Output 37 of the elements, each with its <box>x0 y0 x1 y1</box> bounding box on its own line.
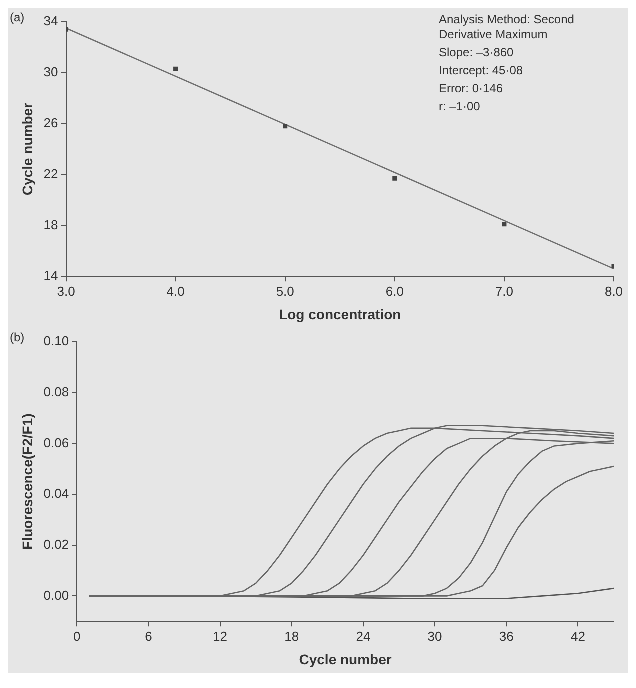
annotation: Slope: –3·860 <box>439 45 514 60</box>
x-tick-label: 6 <box>145 628 152 644</box>
x-tick-label: 36 <box>499 628 514 644</box>
x-tick-label: 30 <box>428 628 442 644</box>
y-tick-label: 22 <box>44 166 58 182</box>
y-tick-label: 0.02 <box>44 536 70 552</box>
y-tick-label: 0.08 <box>44 384 70 400</box>
y-tick-label: 26 <box>44 115 58 130</box>
annotation: Analysis Method: Second Derivative Maximum <box>439 12 574 42</box>
x-tick-label: 7.0 <box>495 284 514 299</box>
y-tick-label: 0.10 <box>44 334 70 349</box>
x-tick-label: 0 <box>73 628 81 644</box>
x-tick-label: 24 <box>356 628 371 644</box>
x-tick-label: 3.0 <box>57 284 76 299</box>
annotation: r: –1·00 <box>439 99 481 114</box>
y-tick-label: 14 <box>44 268 58 284</box>
annotation: Intercept: 45·08 <box>439 63 524 78</box>
y-axis-title: Fluorescence(F2/F1) <box>19 414 36 550</box>
y-tick-label: 34 <box>44 14 58 29</box>
annotation: Error: 0·146 <box>439 81 504 96</box>
y-tick-label: 30 <box>44 64 58 80</box>
y-tick-label: 0.00 <box>44 588 70 603</box>
y-tick-label: 0.06 <box>44 435 70 450</box>
x-tick-label: 42 <box>570 628 586 644</box>
y-tick-label: 0.04 <box>44 486 70 502</box>
x-tick-label: 6.0 <box>386 284 404 299</box>
x-axis-title: Cycle number <box>299 651 392 668</box>
text: (b) <box>10 330 25 344</box>
x-tick-label: 12 <box>213 628 228 644</box>
text: (a) <box>10 10 25 24</box>
y-axis-title: Cycle number <box>19 102 36 196</box>
y-tick-label: 18 <box>44 217 58 232</box>
x-tick-label: 8.0 <box>604 284 624 299</box>
x-tick-label: 18 <box>284 628 300 644</box>
x-tick-label: 5.0 <box>276 284 294 299</box>
x-axis-title: Log concentration <box>279 306 402 322</box>
x-tick-label: 4.0 <box>166 284 185 299</box>
